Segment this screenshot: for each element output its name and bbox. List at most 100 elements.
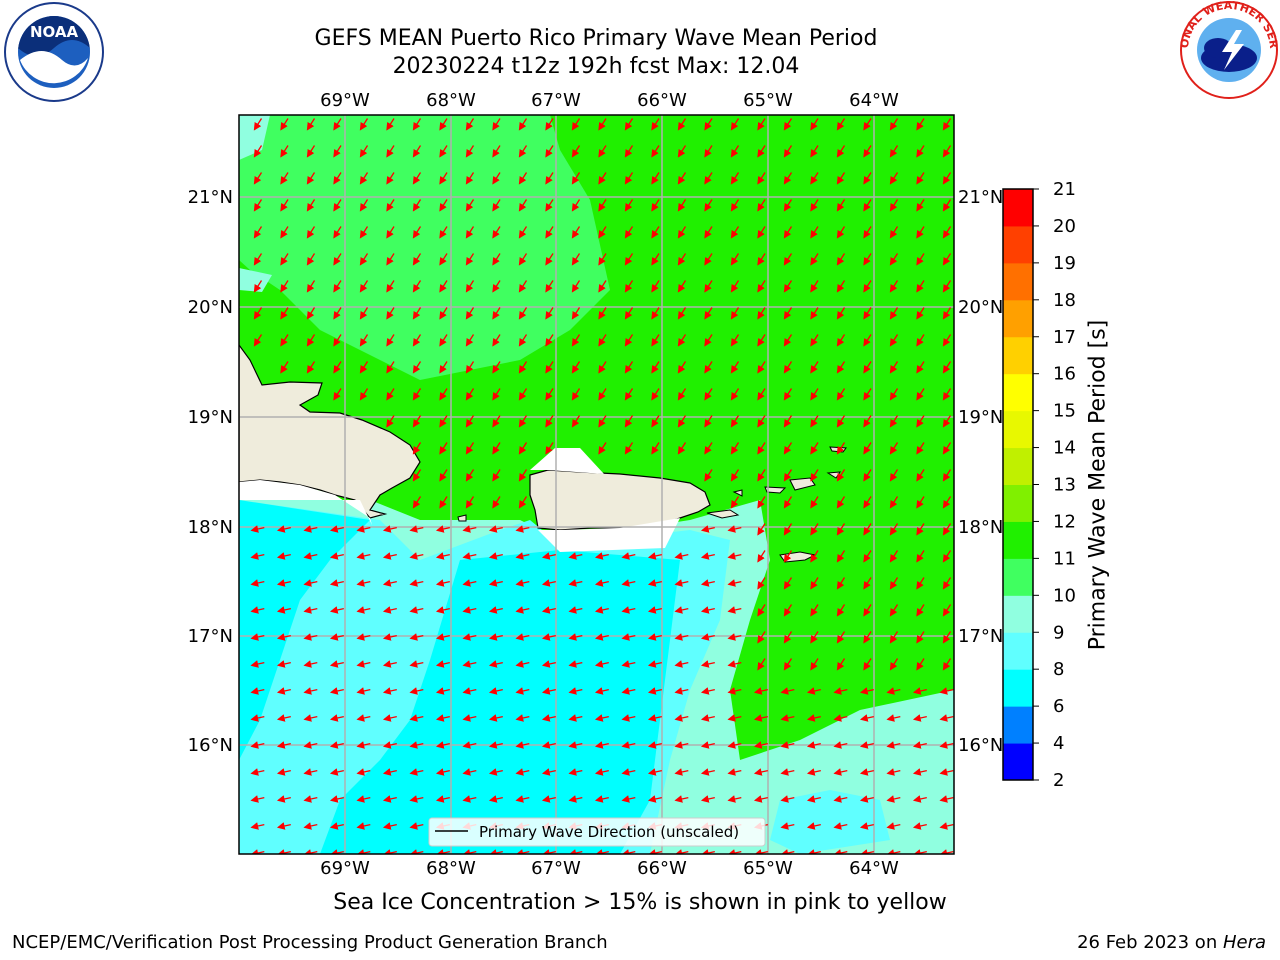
wave-arrow (571, 118, 581, 131)
wave-arrow (515, 579, 530, 587)
wave-arrow (757, 172, 766, 185)
wave-arrow (359, 145, 369, 158)
wave-arrow (386, 145, 395, 158)
wave-arrow (704, 361, 713, 374)
wave-arrow (647, 741, 662, 749)
wave-arrow (280, 118, 289, 131)
wave-arrow (810, 361, 819, 374)
wave-arrow (306, 307, 316, 320)
wave-arrow (810, 604, 819, 617)
wave-arrow (435, 768, 450, 776)
wave-arrow (621, 633, 636, 641)
wave-arrow (942, 307, 952, 320)
wave-arrow (730, 172, 740, 185)
wave-arrow (306, 361, 316, 374)
wave-arrow (359, 118, 369, 131)
wave-arrow (700, 768, 715, 776)
wave-arrow (651, 307, 660, 320)
wave-arrow (462, 741, 477, 749)
colorbar-segment-11 (1003, 336, 1033, 375)
wave-arrow (571, 280, 581, 293)
wave-arrow (704, 145, 713, 158)
wave-arrow (942, 442, 952, 455)
wave-arrow (916, 280, 925, 293)
wave-arrow (492, 442, 501, 455)
legend-label: Primary Wave Direction (unscaled) (479, 823, 739, 841)
wave-arrow (916, 334, 925, 347)
wave-arrow (435, 741, 450, 749)
wave-arrow (810, 523, 819, 536)
lat-tick-right-4: 17°N (958, 626, 1003, 647)
wave-arrow (647, 687, 662, 695)
wave-arrow (435, 714, 450, 722)
wave-arrow (303, 552, 318, 560)
colorbar-segment-10 (1003, 373, 1033, 412)
wave-arrow (863, 361, 872, 374)
wave-arrow (863, 442, 872, 455)
wave-arrow (783, 496, 793, 509)
wave-arrow (836, 604, 846, 617)
wave-arrow (647, 606, 662, 614)
wave-arrow (412, 388, 422, 401)
wave-arrow (439, 280, 448, 293)
wave-arrow (465, 361, 475, 374)
wave-arrow (704, 307, 713, 320)
wave-arrow (280, 199, 289, 212)
wave-arrow (492, 172, 501, 185)
wave-arrow (677, 442, 687, 455)
wave-arrow (492, 496, 501, 509)
wave-arrow (942, 550, 952, 563)
wave-arrow (863, 577, 872, 590)
wave-arrow (488, 525, 503, 533)
wave-arrow (333, 361, 342, 374)
wave-arrow (704, 226, 713, 239)
wave-arrow (889, 442, 899, 455)
wave-arrow (280, 226, 289, 239)
wave-arrow (700, 579, 715, 587)
wave-arrow (333, 145, 342, 158)
wave-arrow (356, 687, 371, 695)
wave-arrow (810, 226, 819, 239)
colorbar-tick-9: 14 (1053, 438, 1076, 459)
colorbar-tick-5: 10 (1053, 585, 1076, 606)
wave-arrow (545, 442, 554, 455)
wave-arrow (250, 714, 265, 722)
footer-credit: NCEP/EMC/Verification Post Processing Pr… (12, 932, 608, 953)
wave-arrow (889, 658, 899, 671)
wave-arrow (382, 606, 397, 614)
wave-arrow (942, 334, 952, 347)
wave-arrow (306, 145, 316, 158)
wave-arrow (886, 714, 901, 722)
wave-arrow (329, 822, 344, 830)
wave-arrow (488, 579, 503, 587)
wave-arrow (836, 550, 846, 563)
wave-arrow (333, 280, 342, 293)
wave-arrow (598, 145, 607, 158)
wave-arrow (942, 658, 952, 671)
wave-arrow (916, 226, 925, 239)
wave-arrow (465, 199, 475, 212)
wave-arrow (757, 145, 766, 158)
wave-arrow (916, 442, 925, 455)
wave-arrow (594, 579, 609, 587)
wave-arrow (386, 307, 395, 320)
wave-arrow (329, 525, 344, 533)
hispaniola-land (239, 343, 421, 519)
wave-arrow (942, 199, 952, 212)
wave-arrow (439, 307, 448, 320)
wave-arrow (545, 307, 554, 320)
wave-arrow (624, 334, 634, 347)
wave-arrow (624, 199, 634, 212)
wave-arrow (833, 687, 848, 695)
wave-arrow (677, 388, 687, 401)
wave-arrow (727, 633, 742, 641)
wave-arrow (435, 525, 450, 533)
wave-arrow (598, 253, 607, 266)
wave-arrow (462, 579, 477, 587)
wave-arrow (488, 768, 503, 776)
wave-arrow (753, 741, 768, 749)
wave-arrow (677, 415, 687, 428)
wave-arrow (727, 741, 742, 749)
wave-arrow (783, 145, 793, 158)
wave-arrow (545, 145, 554, 158)
